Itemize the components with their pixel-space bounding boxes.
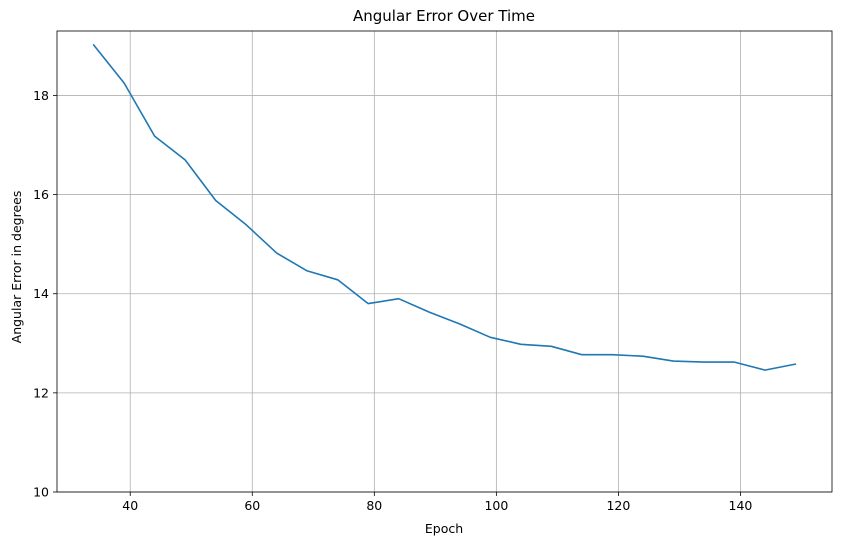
x-tick-label: 60 [244,498,260,513]
y-tick-label: 12 [33,385,49,400]
x-tick-label: 100 [484,498,508,513]
y-tick-label: 14 [33,286,49,301]
y-axis-label: Angular Error in degrees [9,191,24,344]
x-axis-label: Epoch [425,521,463,536]
y-tick-label: 18 [33,88,49,103]
series-line [92,44,797,371]
y-tick-label: 16 [33,187,49,202]
x-tick-label: 140 [729,498,753,513]
x-tick-label: 40 [122,498,138,513]
series-layer [92,44,797,371]
grid [57,31,832,493]
plot-frame [56,30,833,493]
x-tick-label: 120 [606,498,630,513]
tick-layer: 40 60 80 100 120 140 10 12 14 16 18 [33,88,752,513]
chart-title: Angular Error Over Time [353,7,535,25]
x-tick-label: 80 [366,498,382,513]
y-tick-label: 10 [33,485,49,500]
